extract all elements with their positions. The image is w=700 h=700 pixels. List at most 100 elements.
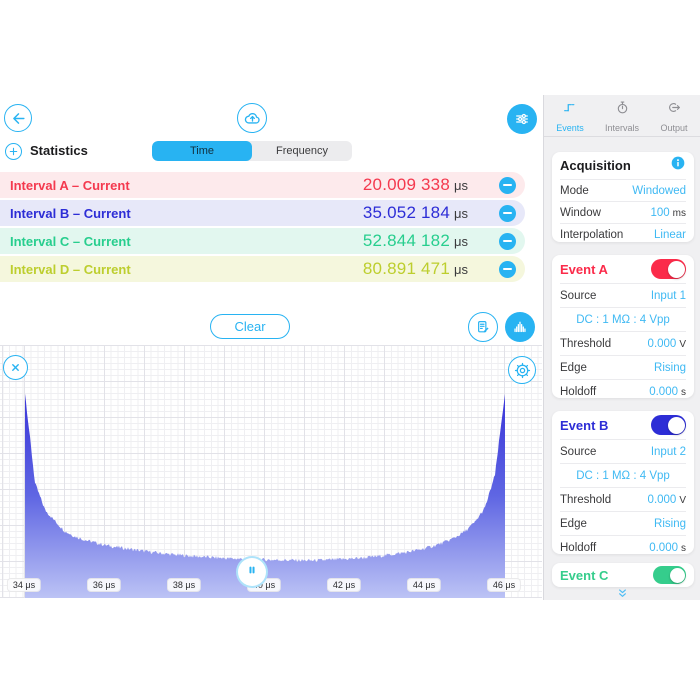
field-label: Mode xyxy=(560,184,589,197)
field-unit: ms xyxy=(672,207,686,219)
sidebar-tab-intervals[interactable]: Intervals xyxy=(596,95,648,136)
field-value: Input 1 xyxy=(650,289,686,302)
interval-b-row[interactable]: Interval B – Current 35.052 184 μs xyxy=(0,200,525,226)
field-value: Windowed xyxy=(632,184,686,197)
event-threshold-row[interactable]: Threshold 0.000 V xyxy=(560,487,686,511)
event-holdoff-row[interactable]: Holdoff 0.000 s xyxy=(560,379,686,398)
event-name: Event B xyxy=(560,417,609,433)
clear-button[interactable]: Clear xyxy=(210,314,290,339)
remove-interval-button[interactable] xyxy=(499,260,516,278)
stopwatch-icon xyxy=(614,99,631,121)
toggle-knob xyxy=(667,416,685,434)
event-edge-row[interactable]: Edge Rising xyxy=(560,355,686,379)
x-axis-tick-label: 36 μs xyxy=(86,578,122,592)
sidebar-tab-label: Output xyxy=(660,122,688,133)
field-label: Holdoff xyxy=(560,541,597,554)
interval-value: 52.844 182 xyxy=(362,231,450,250)
event-c-toggle[interactable] xyxy=(653,566,686,584)
chart-settings-button[interactable] xyxy=(508,356,536,384)
field-value: 100 xyxy=(650,206,670,219)
x-axis-tick-label: 42 μs xyxy=(326,578,362,592)
toggle-knob xyxy=(669,567,685,583)
interval-label: Interval D – Current xyxy=(10,261,131,277)
histogram-view-button[interactable] xyxy=(505,312,535,342)
time-frequency-segmented-control: Time Frequency xyxy=(152,141,352,161)
event-b-card: Event B Source Input 2 DC : 1 MΩ : 4 Vpp… xyxy=(552,411,694,554)
sidebar-tab-bar: Events Intervals Output xyxy=(544,95,700,137)
remove-interval-button[interactable] xyxy=(499,176,516,194)
interval-label: Interval B – Current xyxy=(10,205,131,221)
histogram-chart[interactable]: 34 μs 36 μs 38 μs 40 μs 42 μs 44 μs 46 μs xyxy=(0,345,542,598)
field-label: Interpolation xyxy=(560,228,624,241)
field-value: Rising xyxy=(654,517,686,530)
interval-a-row[interactable]: Interval A – Current 20.009 338 μs xyxy=(0,172,525,198)
sidebar-tab-events[interactable]: Events xyxy=(544,95,596,136)
tab-time[interactable]: Time xyxy=(152,141,252,161)
event-source-row[interactable]: Source Input 1 xyxy=(560,283,686,307)
interval-d-row[interactable]: Interval D – Current 80.891 471 μs xyxy=(0,256,525,282)
field-unit: V xyxy=(679,494,686,506)
remove-interval-button[interactable] xyxy=(499,232,516,250)
field-label: Source xyxy=(560,445,597,458)
scroll-down-indicator[interactable] xyxy=(544,586,700,600)
interval-value: 20.009 338 xyxy=(362,175,450,194)
field-value: 0.000 xyxy=(649,541,678,554)
back-button[interactable] xyxy=(4,104,32,132)
acquisition-title: Acquisition xyxy=(560,158,631,173)
interval-c-row[interactable]: Interval C – Current 52.844 182 μs xyxy=(0,228,525,254)
field-value: Linear xyxy=(654,228,686,241)
interval-value: 35.052 184 xyxy=(362,203,450,222)
field-label: Edge xyxy=(560,361,587,374)
interval-unit: μs xyxy=(454,233,468,249)
edit-note-icon xyxy=(474,318,492,336)
edge-step-icon xyxy=(562,99,579,121)
field-value: 0.000 xyxy=(649,385,678,398)
sidebar-tab-output[interactable]: Output xyxy=(648,95,700,136)
acquisition-window-row[interactable]: Window 100 ms xyxy=(560,201,686,223)
tab-frequency[interactable]: Frequency xyxy=(276,145,328,157)
field-value: 0.000 xyxy=(647,337,677,350)
event-coupling-row[interactable]: DC : 1 MΩ : 4 Vpp xyxy=(560,307,686,331)
event-coupling-row[interactable]: DC : 1 MΩ : 4 Vpp xyxy=(560,463,686,487)
controls-panel-button[interactable] xyxy=(507,104,537,134)
sidebar-tab-label: Events xyxy=(556,122,584,133)
close-chart-button[interactable] xyxy=(3,355,28,380)
field-label: Threshold xyxy=(560,337,612,350)
interval-value: 80.891 471 xyxy=(362,259,450,278)
event-source-row[interactable]: Source Input 2 xyxy=(560,439,686,463)
event-edge-row[interactable]: Edge Rising xyxy=(560,511,686,535)
event-name: Event A xyxy=(560,261,608,277)
x-icon xyxy=(9,361,22,374)
field-label: Holdoff xyxy=(560,385,597,398)
acquisition-interpolation-row[interactable]: Interpolation Linear xyxy=(560,223,686,242)
event-a-toggle[interactable] xyxy=(651,259,686,279)
acquisition-mode-row[interactable]: Mode Windowed xyxy=(560,179,686,201)
sliders-icon xyxy=(513,110,531,128)
event-b-toggle[interactable] xyxy=(651,415,686,435)
add-statistic-button[interactable] xyxy=(5,143,22,160)
x-axis-tick-label: 46 μs xyxy=(486,578,522,592)
field-unit: V xyxy=(679,338,686,350)
coupling-value: DC : 1 MΩ : 4 Vpp xyxy=(576,313,670,326)
arrow-left-icon xyxy=(10,110,27,127)
info-icon[interactable] xyxy=(670,155,686,176)
coupling-value: DC : 1 MΩ : 4 Vpp xyxy=(576,469,670,482)
x-axis-tick-label: 34 μs xyxy=(6,578,42,592)
cloud-upload-button[interactable] xyxy=(237,103,267,133)
event-holdoff-row[interactable]: Holdoff 0.000 s xyxy=(560,535,686,554)
field-value: Input 2 xyxy=(650,445,686,458)
pause-button[interactable] xyxy=(236,556,268,588)
page-title: Statistics xyxy=(30,143,88,158)
histogram-icon xyxy=(511,318,529,336)
field-unit: s xyxy=(681,386,686,398)
field-value: 0.000 xyxy=(647,493,677,506)
output-arrow-icon xyxy=(666,99,683,121)
interval-label: Interval A – Current xyxy=(10,177,130,193)
event-name: Event C xyxy=(560,567,609,583)
measurement-log-button[interactable] xyxy=(468,312,498,342)
toggle-knob xyxy=(667,260,685,278)
event-threshold-row[interactable]: Threshold 0.000 V xyxy=(560,331,686,355)
remove-interval-button[interactable] xyxy=(499,204,516,222)
interval-unit: μs xyxy=(454,205,468,221)
